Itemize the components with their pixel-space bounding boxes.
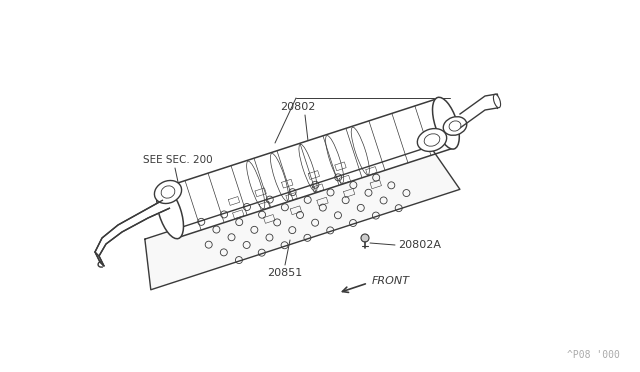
Ellipse shape xyxy=(154,180,182,203)
Ellipse shape xyxy=(424,134,440,146)
Polygon shape xyxy=(145,147,460,290)
Polygon shape xyxy=(162,99,454,238)
Ellipse shape xyxy=(157,187,184,239)
Polygon shape xyxy=(460,94,497,128)
Ellipse shape xyxy=(433,97,460,149)
Text: ^P08 '000: ^P08 '000 xyxy=(567,350,620,360)
Ellipse shape xyxy=(493,94,500,108)
Text: SEE SEC. 200: SEE SEC. 200 xyxy=(143,155,213,165)
Ellipse shape xyxy=(161,186,175,198)
Text: 20851: 20851 xyxy=(268,268,303,278)
Text: 20802: 20802 xyxy=(280,102,316,112)
Ellipse shape xyxy=(417,129,447,151)
Text: FRONT: FRONT xyxy=(372,276,410,286)
Ellipse shape xyxy=(449,121,461,131)
Polygon shape xyxy=(95,200,170,266)
Ellipse shape xyxy=(444,117,467,135)
Circle shape xyxy=(361,234,369,242)
Text: 20802A: 20802A xyxy=(398,240,441,250)
